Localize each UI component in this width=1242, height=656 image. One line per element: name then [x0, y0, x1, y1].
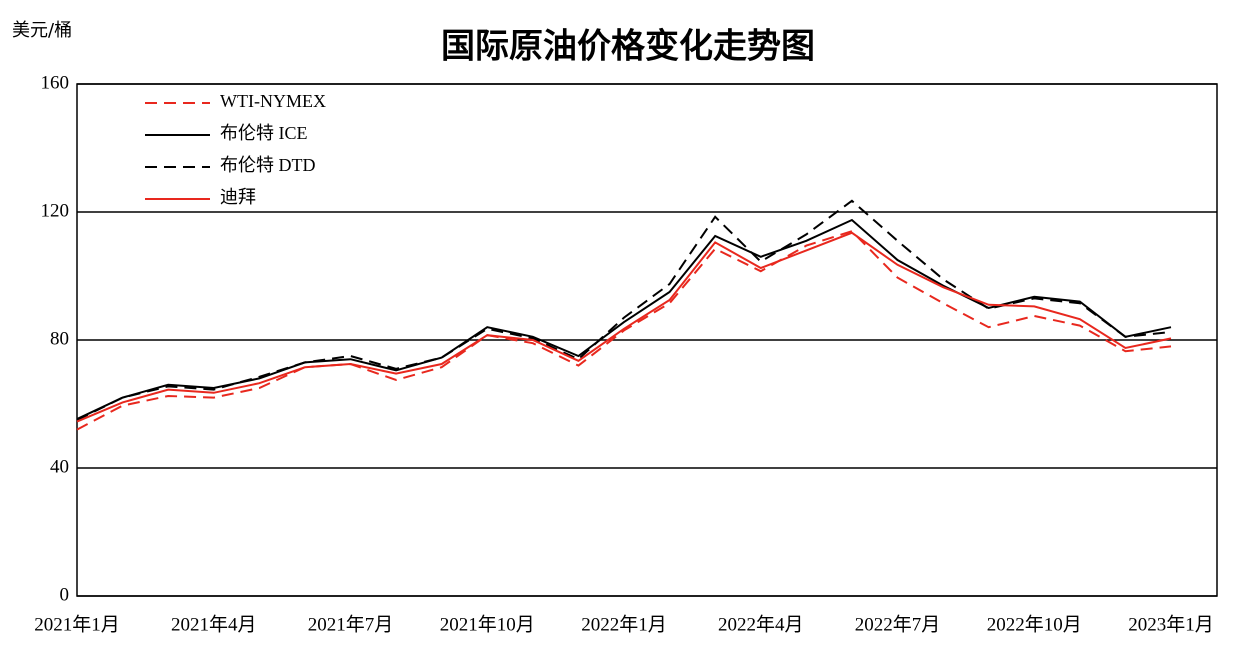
x-tick-label: 2021年4月 [171, 613, 257, 635]
legend-label: 布伦特 DTD [220, 155, 316, 175]
y-axis-label: 美元/桶 [12, 20, 72, 41]
x-tick-label: 2022年1月 [581, 613, 667, 635]
x-tick-label: 2022年7月 [855, 613, 941, 635]
legend-label: 迪拜 [220, 187, 256, 207]
x-tick-label: 2021年1月 [34, 613, 120, 635]
y-tick-label: 80 [50, 328, 69, 349]
x-tick-label: 2021年10月 [440, 613, 535, 635]
x-tick-label: 2023年1月 [1128, 613, 1214, 635]
y-tick-label: 120 [41, 200, 70, 221]
series-line [76, 231, 1172, 423]
legend-label: 布伦特 ICE [220, 123, 308, 143]
series-line [76, 218, 1172, 420]
y-tick-label: 0 [60, 584, 70, 605]
x-tick-label: 2021年7月 [308, 613, 394, 635]
x-tick-label: 2022年10月 [987, 613, 1082, 635]
x-tick-label: 2022年4月 [718, 613, 804, 635]
series-line [76, 230, 1172, 431]
y-tick-label: 160 [41, 72, 70, 93]
legend-label: WTI-NYMEX [220, 91, 326, 111]
series-line [76, 199, 1172, 421]
y-tick-label: 40 [50, 456, 69, 477]
chart-title: 国际原油价格变化走势图 [441, 27, 815, 67]
